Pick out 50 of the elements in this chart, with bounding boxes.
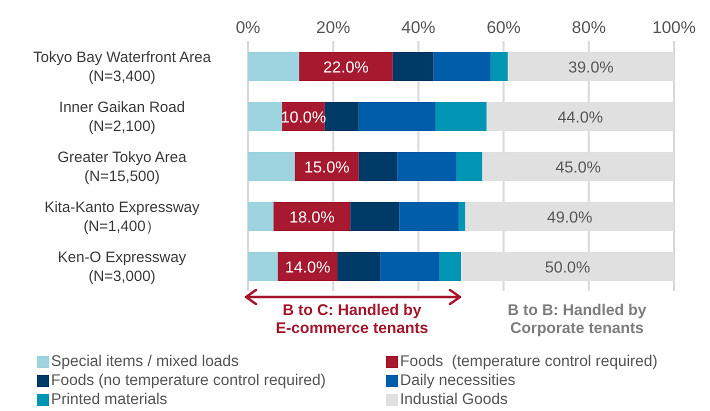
bar [248, 252, 278, 281]
bar [490, 52, 508, 81]
bar [299, 52, 393, 81]
x-tick-label: 20% [316, 18, 350, 37]
x-tick-label: 100% [652, 18, 696, 37]
bar [440, 252, 461, 281]
data-label: 45.0% [555, 160, 601, 176]
bar [350, 202, 400, 231]
data-label: 18.0% [289, 210, 335, 226]
bar [435, 102, 487, 131]
bar [248, 52, 300, 81]
bar [392, 52, 434, 81]
x-tick-label: 0% [236, 18, 260, 37]
data-label: 14.0% [284, 260, 330, 276]
y-tick-label: Inner Gaikan Road (N=2,100) [59, 99, 185, 135]
bar [380, 252, 440, 281]
data-label: 22.0% [323, 60, 369, 76]
bar [337, 252, 380, 281]
bar [248, 202, 274, 231]
bar [248, 102, 282, 131]
text: B to C: Handled by E-commerce tenants [274, 302, 430, 338]
bar [397, 152, 457, 181]
bar [399, 202, 459, 231]
bar [248, 152, 295, 181]
data-label: 44.0% [558, 110, 603, 126]
y-tick-label: Tokyo Bay Waterfront Area (N=3,400) [33, 49, 212, 85]
data-label: 39.0% [568, 60, 614, 76]
x-tick-label: 80% [572, 18, 606, 37]
bar [458, 202, 466, 231]
bar [456, 152, 482, 181]
bar [274, 202, 350, 231]
bar [433, 52, 491, 81]
x-tick-label: 60% [486, 18, 521, 37]
legend-label: Daily necessities [400, 371, 516, 390]
x-tick-label: 40% [401, 18, 436, 37]
data-label: 49.0% [546, 210, 592, 226]
legend-label: Printed materials [51, 390, 168, 409]
legend-label: Industial Goods [400, 390, 508, 409]
y-tick-label: Greater Tokyo Area (N=15,500) [58, 149, 188, 185]
data-label: 15.0% [304, 160, 350, 176]
data-label: 50.0% [544, 260, 590, 276]
legend-label: Foods (no temperature control required) [51, 371, 326, 390]
legend-label: Foods (temperature control required) [400, 352, 658, 371]
bar [324, 102, 359, 131]
bar [358, 152, 398, 181]
text: B to B: Handled by Corporate tenants [506, 302, 648, 338]
y-tick-label: Kita-Kanto Expressway (N=1,400） [44, 199, 200, 235]
y-tick-label: Ken-O Expressway (N=3,000) [58, 249, 187, 285]
legend-label: Special items / mixed loads [51, 352, 239, 371]
bar [358, 102, 436, 131]
